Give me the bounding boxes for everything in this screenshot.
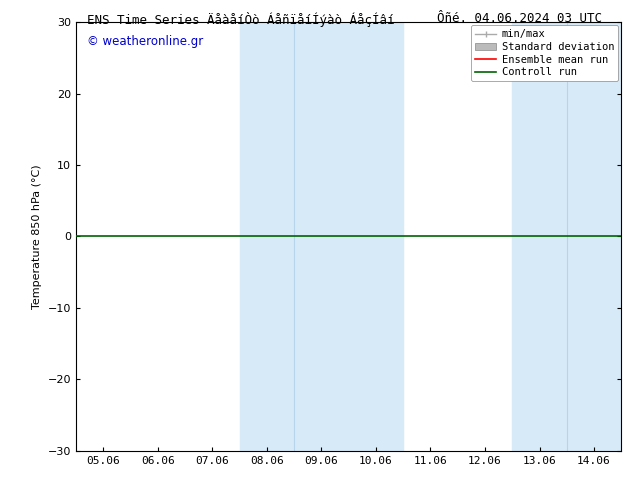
Bar [512,22,621,451]
Text: © weatheronline.gr: © weatheronline.gr [87,35,204,48]
Text: Ôñé. 04.06.2024 03 UTC: Ôñé. 04.06.2024 03 UTC [437,12,602,25]
Text: ENS Time Series ÄåàåíÒò ÁåñïåíÍýàò ÁåçÍâí: ENS Time Series ÄåàåíÒò ÁåñïåíÍýàò ÁåçÍâ… [87,12,395,27]
Y-axis label: Temperature 850 hPa (°C): Temperature 850 hPa (°C) [32,164,42,309]
Bar [240,22,403,451]
Legend: min/max, Standard deviation, Ensemble mean run, Controll run: min/max, Standard deviation, Ensemble me… [471,25,618,81]
